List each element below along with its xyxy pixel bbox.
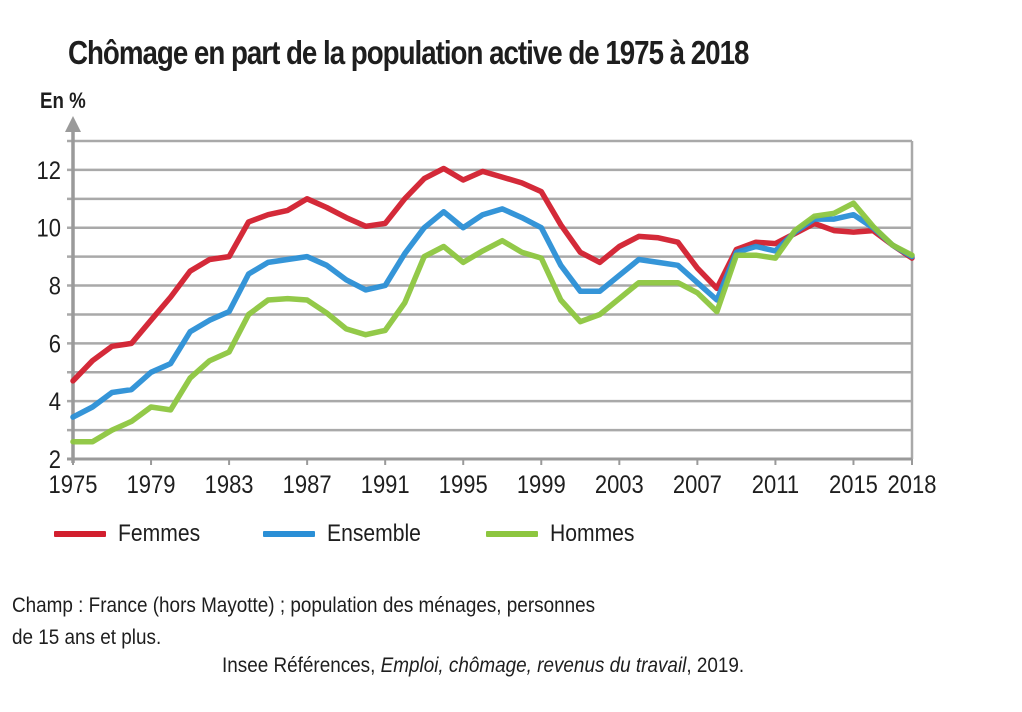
series-lines	[70, 165, 915, 445]
series-line-hommes	[70, 200, 915, 445]
x-tick-label: 2015	[829, 471, 878, 499]
scope-note-line-2: de 15 ans et plus.	[12, 626, 162, 649]
legend-item-hommes: Hommes	[486, 520, 646, 548]
x-tick-label: 2007	[673, 471, 722, 499]
source-suffix: , 2019.	[686, 654, 745, 677]
series-line-femmes	[70, 165, 915, 384]
y-tick-label: 8	[49, 272, 61, 300]
series-line-ensemble	[70, 206, 915, 420]
y-tick-label: 10	[37, 214, 61, 242]
legend-label-femmes: Femmes	[118, 520, 201, 547]
y-axis-label: En %	[40, 88, 86, 113]
scope-note: Champ : France (hors Mayotte) ; populati…	[12, 590, 595, 654]
x-tick-label: 2011	[752, 471, 799, 499]
x-tick-label: 1975	[49, 471, 98, 499]
x-tick-label: 1983	[205, 471, 254, 499]
legend-item-ensemble: Ensemble	[263, 520, 434, 548]
x-tick-label: 2003	[595, 471, 644, 499]
source-title: Emploi, chômage, revenus du travail	[380, 654, 687, 677]
y-tick-labels: 2 4 6 8 10 12	[37, 157, 61, 474]
y-tick-label: 12	[37, 157, 61, 185]
x-tick-label: 1987	[283, 471, 332, 499]
chart-title: Chômage en part de la population active …	[68, 34, 749, 71]
y-tick-label: 4	[49, 388, 61, 416]
x-tick-label: 1995	[439, 471, 488, 499]
legend-swatch-ensemble	[263, 531, 316, 537]
legend-swatch-hommes	[486, 531, 539, 537]
x-tick-labels: 1975 1979 1983 1987 1991 1995 1999 2003 2007 2011…	[49, 471, 937, 499]
y-axis-arrow-icon	[65, 116, 81, 132]
source-prefix: Insee Références,	[222, 654, 381, 677]
legend-swatch-femmes	[54, 531, 106, 537]
legend-item-femmes: Femmes	[54, 520, 211, 548]
y-tick-label: 6	[49, 330, 61, 358]
legend-label-hommes: Hommes	[550, 520, 635, 547]
x-tick-label: 2018	[888, 471, 937, 499]
legend: Femmes Ensemble Hommes	[54, 520, 698, 548]
source-note: Insee Références, Emploi, chômage, reven…	[222, 654, 744, 678]
x-tick-label: 1979	[127, 471, 176, 499]
axes	[65, 116, 914, 465]
legend-label-ensemble: Ensemble	[327, 520, 422, 547]
y-tick-label: 2	[49, 446, 61, 474]
scope-note-line-1: Champ : France (hors Mayotte) ; populati…	[12, 594, 596, 617]
gridlines	[67, 139, 912, 432]
x-tick-label: 1999	[517, 471, 566, 499]
x-tick-label: 1991	[361, 471, 410, 499]
